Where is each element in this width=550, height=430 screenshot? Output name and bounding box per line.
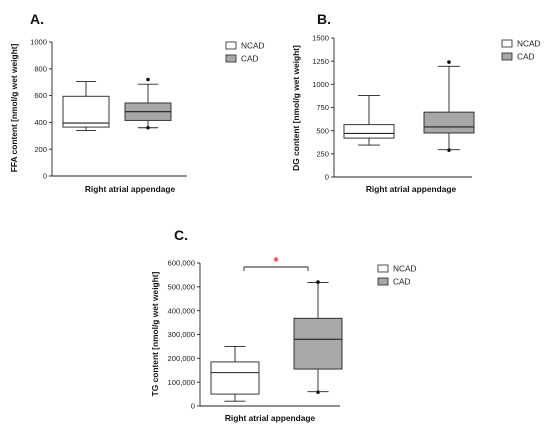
panel-a-y-tick-label: 200 <box>34 145 47 154</box>
panel-c-y-tick-label: 500,000 <box>168 282 195 291</box>
panel-b-y-tick-label: 1250 <box>312 57 329 66</box>
panel-b-cad-box <box>423 111 475 134</box>
panel-b-y-axis-title: DG content [nmol/g wet weight] <box>291 45 301 171</box>
panel-a-cad-outlier <box>146 125 150 130</box>
panel-b-y-tick-label: 500 <box>316 126 329 135</box>
panel-c-y-axis-title: TG content [nmol/g wet weight] <box>150 271 160 396</box>
panel-c-y-tick-label: 300,000 <box>168 330 195 339</box>
panel-c: C. TG content [nmol/g wet weight] Right … <box>150 227 417 423</box>
panel-a-y-tick-label: 600 <box>34 91 47 100</box>
panel-c-cad-outlier <box>316 390 320 394</box>
panel-b-label: B. <box>317 11 331 27</box>
panel-a-y-axis-title: FFA content [nmol/g wet weight] <box>9 44 19 173</box>
panel-c-significance-bracket <box>243 266 309 271</box>
panel-a-legend-label-cad: CAD <box>241 54 259 64</box>
panel-c-cad-outlier <box>316 280 320 284</box>
panel-b-legend-label-cad: CAD <box>517 52 535 62</box>
panel-c-significance-star: * <box>273 254 279 269</box>
panel-c-label: C. <box>174 227 188 243</box>
panel-c-y-tick-label: 400,000 <box>168 306 195 315</box>
panel-b: B. DG content [nmol/g wet weight] Right … <box>291 11 541 194</box>
panel-a-y-tick-label: 1000 <box>30 38 47 47</box>
panel-b-legend-label-ncad: NCAD <box>517 39 541 49</box>
panel-b-y-tick-label: 1500 <box>312 34 329 43</box>
panel-b-cad-outlier <box>447 60 451 64</box>
panel-c-x-axis-title: Right atrial appendage <box>225 413 316 423</box>
panel-c-cad-box <box>293 317 343 370</box>
panel-a-x-axis-title: Right atrial appendage <box>85 184 176 194</box>
panel-c-y-tick-label: 200,000 <box>168 354 195 363</box>
panel-b-ncad-box <box>343 124 395 139</box>
panel-b-y-tick-label: 1000 <box>312 80 329 89</box>
panel-b-y-tick-label: 0 <box>325 173 329 182</box>
panel-a-cad-outlier <box>146 77 150 82</box>
panel-a-label: A. <box>30 11 44 27</box>
panel-b-legend-swatch-ncad <box>501 39 513 48</box>
panel-b-cad-outlier <box>447 148 451 152</box>
panel-c-legend-swatch-ncad <box>377 264 389 273</box>
panel-b-y-tick-label: 750 <box>316 103 329 112</box>
panel-a-y-tick-label: 800 <box>34 64 47 73</box>
panel-c-y-tick-label: 0 <box>191 402 195 411</box>
panel-a: A. FFA content [nmol/g wet weight] Right… <box>9 11 265 194</box>
panel-c-legend-label-cad: CAD <box>393 277 411 287</box>
panel-a-legend-label-ncad: NCAD <box>241 41 265 51</box>
panel-a-legend-swatch-cad <box>225 54 237 63</box>
panel-c-legend-swatch-cad <box>377 277 389 286</box>
panel-a-legend-swatch-ncad <box>225 41 237 50</box>
panel-a-y-tick-label: 400 <box>34 118 47 127</box>
panel-b-legend-swatch-cad <box>501 52 513 61</box>
panel-b-x-axis-title: Right atrial appendage <box>366 184 457 194</box>
panel-b-y-tick-label: 250 <box>316 149 329 158</box>
panel-a-ncad-box <box>62 95 110 128</box>
panel-c-y-tick-label: 600,000 <box>168 259 195 268</box>
panel-c-ncad-box <box>210 361 260 395</box>
panel-c-legend-label-ncad: NCAD <box>393 264 417 274</box>
panel-a-y-tick-label: 0 <box>43 172 47 181</box>
panel-c-y-tick-label: 100,000 <box>168 378 195 387</box>
